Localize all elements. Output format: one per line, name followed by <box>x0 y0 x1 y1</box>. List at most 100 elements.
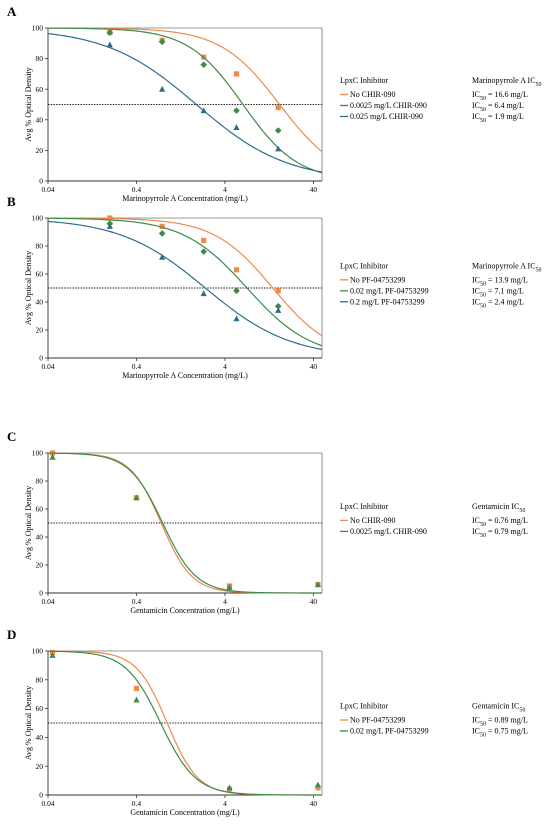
y-tick-label: 20 <box>36 146 44 155</box>
y-tick-label: 100 <box>32 449 44 458</box>
y-tick-label: 80 <box>36 675 44 684</box>
data-point-series-2 <box>200 61 207 69</box>
data-point-series-3 <box>233 124 240 130</box>
data-point-series-2 <box>158 230 166 237</box>
y-axis-label: Avg % Optical Density <box>24 251 33 325</box>
panel-c: C 0 20 40 60 80 100 0.04 0.4 4 40 Gentamicin Concen… <box>7 429 528 615</box>
data-point-series-2 <box>274 127 282 134</box>
panel-b: B 0 20 40 60 80 100 0.04 0.4 4 40 Marinopyrrole A C… <box>7 194 542 380</box>
data-point-series-3 <box>275 145 282 152</box>
x-axis-label: Gentamicin Concentration (mg/L) <box>130 808 240 817</box>
data-point-series-3 <box>200 290 207 297</box>
ic50-column-title: Gentamicin IC50 <box>472 702 525 714</box>
data-point-series-2 <box>200 248 207 255</box>
data-point-series-2 <box>106 29 114 36</box>
y-tick-label: 100 <box>32 214 44 223</box>
y-tick-label: 80 <box>36 54 44 63</box>
data-point-series-3 <box>275 307 282 313</box>
data-point-series-2 <box>49 453 56 460</box>
x-tick-label: 4 <box>223 185 227 194</box>
y-axis-label: Avg % Optical Density <box>24 686 33 760</box>
panel-d: D 0 20 40 60 80 100 0.04 0.4 4 40 Gentamicin Concen… <box>7 627 528 817</box>
y-tick-label: 20 <box>36 326 44 335</box>
legend-title: LpxC Inhibitor <box>340 502 389 511</box>
ic50-subscript: 50 <box>480 292 486 298</box>
ic50-subscript: 50 <box>519 508 525 514</box>
ic50-subscript: 50 <box>480 107 486 113</box>
data-point-series-2 <box>133 696 140 703</box>
data-point-series-1 <box>275 288 281 294</box>
y-tick-label: 0 <box>39 177 43 186</box>
x-tick-label: 0.04 <box>41 362 54 371</box>
y-tick-label: 60 <box>36 704 44 713</box>
y-tick-label: 100 <box>32 647 44 656</box>
data-point-series-1 <box>233 71 240 77</box>
x-axis-label: Gentamicin Concentration (mg/L) <box>130 606 240 615</box>
ic50-value: IC50 = 0.75 mg/L <box>472 727 528 739</box>
data-point-series-2 <box>226 784 233 791</box>
data-point-series-1 <box>107 215 113 221</box>
x-tick-label: 0.4 <box>132 597 142 606</box>
y-tick-label: 40 <box>36 533 44 542</box>
ic50-value-text: = 0.79 mg/L <box>486 527 528 536</box>
ic50-value-text: = 6.4 mg/L <box>486 101 524 110</box>
ic50-value: IC50 = 16.6 mg/L <box>472 90 528 102</box>
x-tick-label: 0.4 <box>132 362 142 371</box>
legend-title: LpxC Inhibitor <box>340 702 389 711</box>
panel-letter: D <box>7 627 16 642</box>
ic50-value-text: = 0.75 mg/L <box>486 727 528 736</box>
x-tick-label: 0.04 <box>41 799 54 808</box>
x-tick-label: 40 <box>310 799 318 808</box>
legend-item: No PF-04753299 <box>350 716 405 725</box>
x-tick-label: 40 <box>310 185 318 194</box>
fit-curve-series-2 <box>47 452 322 594</box>
y-tick-label: 60 <box>36 270 44 279</box>
ic50-subscript: 50 <box>480 303 486 309</box>
data-point-series-2 <box>133 494 140 501</box>
legend-item: 0.02 mg/L PF-04753299 <box>350 286 429 295</box>
legend-item: 0.025 mg/L CHIR-090 <box>350 112 423 121</box>
legend-title: LpxC Inhibitor <box>340 76 389 85</box>
ic50-value: IC50 = 0.79 mg/L <box>472 527 528 539</box>
ic50-value-text: = 0.76 mg/L <box>486 516 528 525</box>
ic50-value-text: = 2.4 mg/L <box>486 297 524 306</box>
y-tick-label: 60 <box>36 85 44 94</box>
fit-curve-series-2 <box>47 27 323 174</box>
x-tick-label: 4 <box>223 362 227 371</box>
data-point-series-2 <box>49 652 56 658</box>
ic50-value: IC50 = 13.9 mg/L <box>472 275 528 287</box>
y-tick-label: 100 <box>32 24 44 33</box>
data-point-series-2 <box>226 584 233 590</box>
y-axis-label: Avg % Optical Density <box>24 67 33 141</box>
data-point-series-2 <box>314 581 322 588</box>
ic50-value-text: = 16.6 mg/L <box>486 90 528 99</box>
legend-item: 0.0025 mg/L CHIR-090 <box>350 527 427 536</box>
data-point-series-3 <box>200 107 207 114</box>
y-tick-label: 40 <box>36 733 44 742</box>
ic50-value: IC50 = 2.4 mg/L <box>472 297 524 309</box>
data-point-series-1 <box>275 104 281 111</box>
ic50-subscript: 50 <box>480 533 486 539</box>
ic50-subscript: 50 <box>519 708 525 714</box>
panel-letter: C <box>7 429 16 444</box>
y-tick-label: 80 <box>36 477 44 486</box>
y-axis-label: Avg % Optical Density <box>24 486 33 560</box>
legend-item: No CHIR-090 <box>350 516 396 525</box>
ic50-column-title: Marinopyrrole A IC50 <box>472 76 542 88</box>
ic50-subscript: 50 <box>480 522 486 528</box>
legend-title: LpxC Inhibitor <box>340 261 389 270</box>
panel-letter: A <box>7 4 17 19</box>
panel-letter: B <box>7 194 16 209</box>
data-point-series-1 <box>315 785 321 791</box>
data-point-series-3 <box>106 223 113 229</box>
data-point-series-2 <box>233 107 240 114</box>
ic50-value-text: = 1.9 mg/L <box>486 112 524 121</box>
y-tick-label: 40 <box>36 298 44 307</box>
data-point-series-2 <box>274 302 282 310</box>
ic50-subscript: 50 <box>480 281 486 287</box>
ic50-subscript: 50 <box>480 96 486 102</box>
ic50-value: IC50 = 1.9 mg/L <box>472 112 524 124</box>
panel-a: A 0 20 40 60 80 100 0.04 0.4 4 40 Marinopyrrole A C… <box>7 4 542 203</box>
y-tick-label: 20 <box>36 561 44 570</box>
x-axis-label: Marinopyrrole A Concentration (mg/L) <box>122 194 248 203</box>
